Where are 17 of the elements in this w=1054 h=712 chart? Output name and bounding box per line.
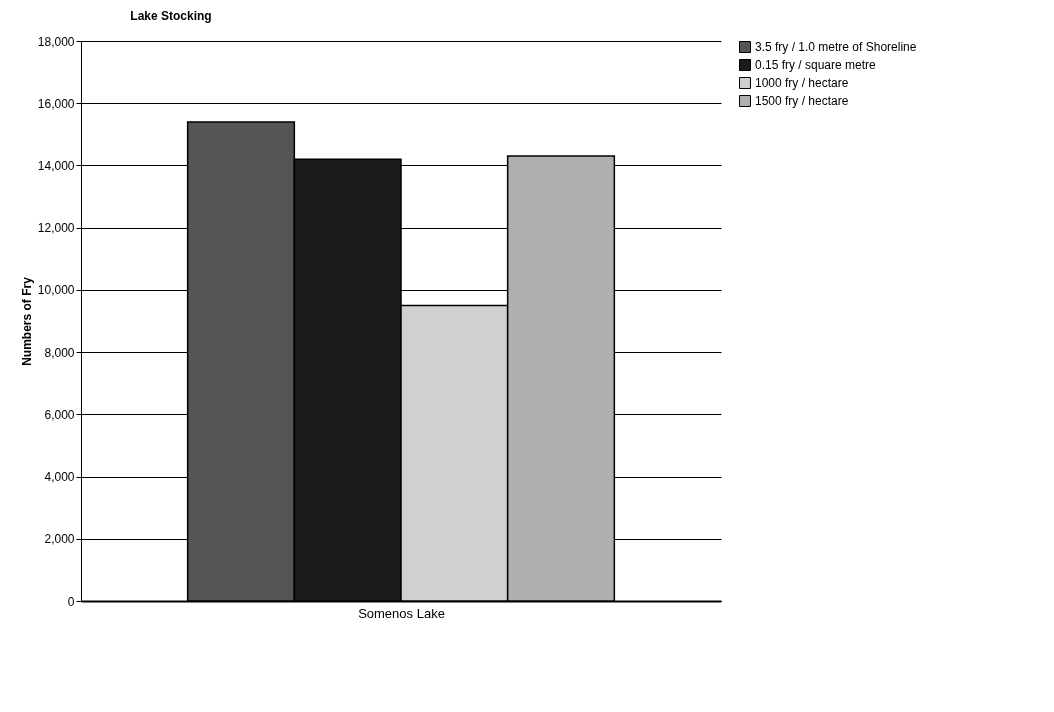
legend-label: 1000 fry / hectare bbox=[755, 76, 849, 90]
legend-label: 3.5 fry / 1.0 metre of Shoreline bbox=[755, 40, 917, 54]
legend-label: 1500 fry / hectare bbox=[755, 94, 849, 108]
y-tick-label: 18,000 bbox=[37, 34, 75, 49]
legend-label: 0.15 fry / square metre bbox=[755, 58, 877, 72]
y-tick-label: 10,000 bbox=[37, 283, 75, 298]
x-axis-title: Somenos Lake bbox=[358, 605, 445, 621]
y-tick-label: 6,000 bbox=[44, 407, 75, 422]
y-tick-label: 4,000 bbox=[44, 470, 75, 485]
y-tick-label: 16,000 bbox=[37, 96, 75, 111]
y-tick-label: 0 bbox=[67, 594, 75, 609]
y-tick-label: 14,000 bbox=[37, 158, 75, 173]
y-tick-label: 12,000 bbox=[37, 221, 75, 236]
y-axis-title: Numbers of Fry bbox=[19, 276, 34, 366]
y-tick-label: 2,000 bbox=[44, 532, 75, 547]
chart-title: Lake Stocking bbox=[130, 9, 212, 23]
y-tick-label: 8,000 bbox=[44, 345, 75, 360]
